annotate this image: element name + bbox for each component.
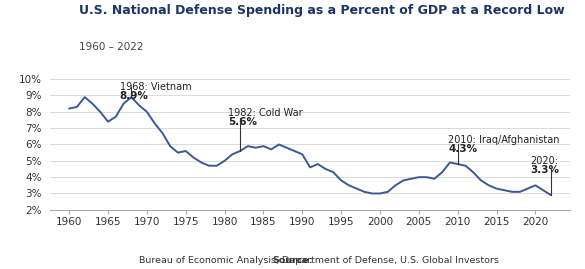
Text: 4.3%: 4.3% bbox=[448, 144, 477, 154]
Text: 1982: Cold War: 1982: Cold War bbox=[229, 108, 303, 118]
Text: 8.9%: 8.9% bbox=[120, 91, 149, 101]
Text: 2020:: 2020: bbox=[530, 156, 558, 166]
Text: 5.6%: 5.6% bbox=[229, 117, 257, 127]
Text: 3.3%: 3.3% bbox=[530, 165, 559, 175]
Text: U.S. National Defense Spending as a Percent of GDP at a Record Low: U.S. National Defense Spending as a Perc… bbox=[79, 4, 565, 17]
Text: 2010: Iraq/Afghanistan: 2010: Iraq/Afghanistan bbox=[448, 135, 560, 145]
Text: 1960 – 2022: 1960 – 2022 bbox=[79, 42, 143, 52]
Text: Source:: Source: bbox=[272, 256, 313, 265]
Text: Bureau of Economic Analysis, Department of Defense, U.S. Global Investors: Bureau of Economic Analysis, Department … bbox=[136, 256, 499, 265]
Text: 1968: Vietnam: 1968: Vietnam bbox=[120, 82, 191, 92]
